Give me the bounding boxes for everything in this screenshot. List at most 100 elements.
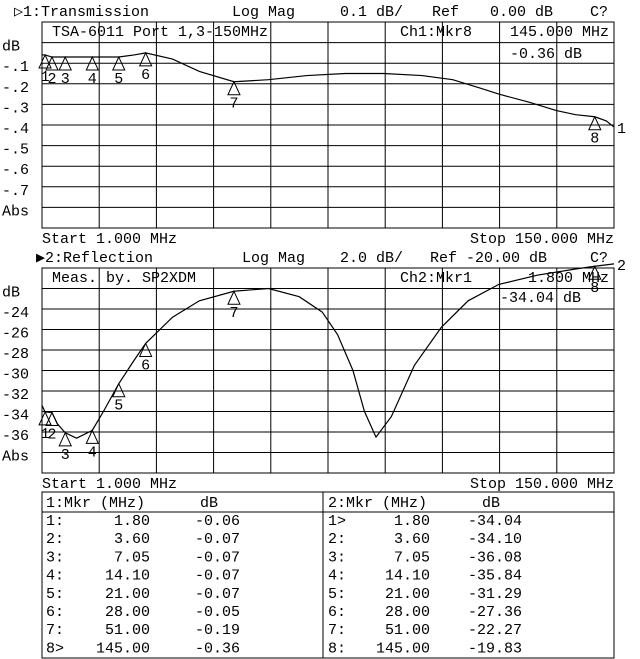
marker-label: 1 xyxy=(41,426,50,443)
marker xyxy=(58,431,73,447)
marker xyxy=(38,53,52,69)
marker xyxy=(85,429,100,444)
row-index: 5: xyxy=(46,586,64,603)
marker-label: 6 xyxy=(141,67,150,84)
table-header: dB xyxy=(482,495,500,512)
marker xyxy=(58,55,73,71)
y-tick-label: -.2 xyxy=(2,80,29,97)
marker-label: 5 xyxy=(114,71,123,88)
header-text: C? xyxy=(590,250,608,267)
row-db: -34.04 xyxy=(468,513,522,530)
row-freq: 145.00 xyxy=(376,640,430,657)
marker-label: 5 xyxy=(114,398,123,415)
row-db: -22.27 xyxy=(468,622,522,639)
subheader-text: 1.800 MHz xyxy=(528,270,609,287)
header-text: ▶2:Reflection xyxy=(36,250,153,267)
marker xyxy=(85,55,100,71)
row-index: 2: xyxy=(328,531,346,548)
marker xyxy=(45,55,59,71)
row-freq: 28.00 xyxy=(385,604,430,621)
row-freq: 7.05 xyxy=(114,549,150,566)
y-tick-label: -.3 xyxy=(2,100,29,117)
marker xyxy=(111,382,126,398)
header-text: Log Mag xyxy=(232,4,295,21)
marker xyxy=(45,411,59,427)
row-index: 8> xyxy=(46,640,64,657)
row-index: 3: xyxy=(46,549,64,566)
row-freq: 3.60 xyxy=(114,531,150,548)
row-freq: 3.60 xyxy=(394,531,430,548)
row-db: -31.29 xyxy=(468,586,522,603)
trace-label: 1 xyxy=(617,121,626,138)
marker-label: 4 xyxy=(88,444,97,461)
row-freq: 14.10 xyxy=(385,568,430,585)
y-tick-label: Abs xyxy=(2,203,29,220)
y-tick-label: -.7 xyxy=(2,183,29,200)
row-index: 1: xyxy=(46,513,64,530)
y-tick-label: -.5 xyxy=(2,142,29,159)
marker-label: 7 xyxy=(229,96,238,113)
marker-label: 2 xyxy=(47,71,56,88)
header-text: 2.0 dB/ xyxy=(340,250,403,267)
y-tick-label: -.4 xyxy=(2,121,29,138)
subheader-text: -0.36 dB xyxy=(510,46,582,63)
marker-label: 8 xyxy=(590,131,599,148)
row-index: 5: xyxy=(328,586,346,603)
marker-label: 3 xyxy=(61,71,70,88)
table-header: 2:Mkr (MHz) xyxy=(328,495,427,512)
row-freq: 51.00 xyxy=(385,622,430,639)
row-db: -0.36 xyxy=(195,640,240,657)
row-index: 4: xyxy=(328,568,346,585)
header-text: C? xyxy=(590,4,608,21)
marker xyxy=(588,265,602,280)
row-freq: 21.00 xyxy=(385,586,430,603)
marker xyxy=(138,342,153,357)
subheader-text: Ch2:Mkr1 xyxy=(400,270,472,287)
table-header: dB xyxy=(200,495,218,512)
row-index: 2: xyxy=(46,531,64,548)
header-text: Ref xyxy=(432,4,459,21)
row-db: -27.36 xyxy=(468,604,522,621)
header-text: 0.00 dB xyxy=(490,4,553,21)
header-text: Log Mag xyxy=(242,250,305,267)
row-db: -0.07 xyxy=(195,531,240,548)
subheader-text: TSA-6011 Port 1,3-150MHz xyxy=(52,24,268,41)
marker-label: 2 xyxy=(47,426,56,443)
marker xyxy=(38,410,52,426)
subheader-text: 145.000 MHz xyxy=(510,24,609,41)
trace-label: 2 xyxy=(617,258,626,275)
row-index: 3: xyxy=(328,549,346,566)
row-db: -36.08 xyxy=(468,549,522,566)
row-index: 6: xyxy=(328,604,346,621)
row-db: -0.07 xyxy=(195,586,240,603)
row-freq: 14.10 xyxy=(105,568,150,585)
y-tick-label: -34 xyxy=(2,407,29,424)
row-freq: 7.05 xyxy=(394,549,430,566)
y-tick-label: dB xyxy=(2,39,20,56)
row-index: 6: xyxy=(46,604,64,621)
y-tick-label: -36 xyxy=(2,428,29,445)
y-tick-label: dB xyxy=(2,284,20,301)
marker-label: 8 xyxy=(590,280,599,297)
row-index: 1> xyxy=(328,513,346,530)
table-frame xyxy=(41,491,615,659)
subheader-text: Ch1:Mkr8 xyxy=(400,24,472,41)
trace xyxy=(41,263,615,439)
subheader-text: -34.04 dB xyxy=(500,290,581,307)
subheader-text: Meas. by. SP2XDM xyxy=(52,270,196,287)
y-tick-label: -32 xyxy=(2,387,29,404)
row-db: -0.07 xyxy=(195,568,240,585)
marker xyxy=(138,51,153,67)
row-db: -0.05 xyxy=(195,604,240,621)
y-tick-label: Abs xyxy=(2,448,29,465)
row-index: 7: xyxy=(328,622,346,639)
y-tick-label: -26 xyxy=(2,325,29,342)
header-text: ▷1:Transmission xyxy=(14,4,149,21)
row-db: -0.06 xyxy=(195,513,240,530)
y-tick-label: -.1 xyxy=(2,59,29,76)
row-index: 4: xyxy=(46,568,64,585)
y-tick-label: -28 xyxy=(2,346,29,363)
marker-label: 4 xyxy=(88,71,97,88)
marker xyxy=(111,55,126,71)
